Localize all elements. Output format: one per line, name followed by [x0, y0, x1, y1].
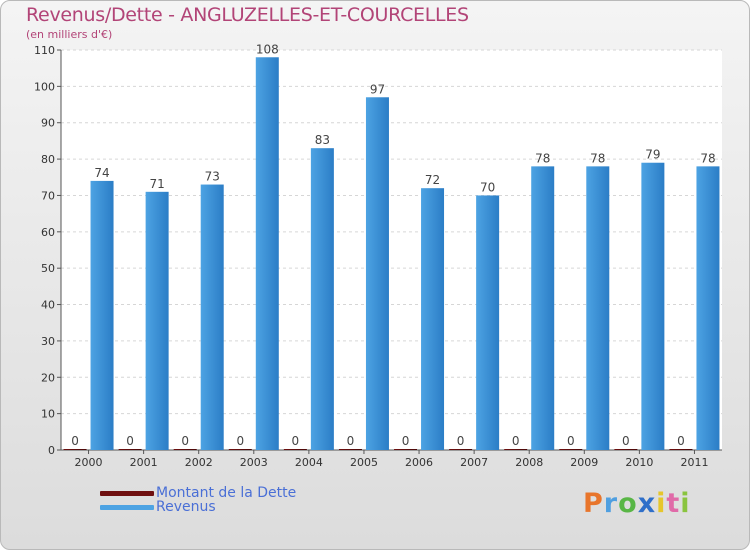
data-label-dette: 0: [347, 434, 355, 448]
x-tick-label: 2002: [185, 456, 213, 469]
x-tick-label: 2006: [405, 456, 433, 469]
logo-letter: o: [618, 488, 638, 519]
data-label-revenus: 97: [370, 82, 385, 96]
data-label-revenus: 70: [480, 180, 495, 194]
x-tick-label: 2008: [515, 456, 543, 469]
data-label-revenus: 73: [205, 170, 220, 184]
x-tick-label: 2007: [460, 456, 488, 469]
chart-title: Revenus/Dette - ANGLUZELLES-ET-COURCELLE…: [26, 4, 469, 26]
data-label-dette: 0: [292, 434, 300, 448]
proxiti-logo: Proxiti: [583, 488, 691, 519]
bar-dette: [118, 449, 142, 450]
data-label-dette: 0: [622, 434, 630, 448]
data-label-dette: 0: [677, 434, 685, 448]
data-label-revenus: 108: [256, 42, 279, 56]
y-tick-label: 80: [41, 153, 55, 166]
bar-revenus: [310, 148, 334, 450]
data-label-revenus: 72: [425, 173, 440, 187]
bar-revenus: [200, 184, 224, 450]
legend-swatch-revenus: [100, 504, 154, 510]
x-tick-label: 2011: [680, 456, 708, 469]
data-label-dette: 0: [512, 434, 520, 448]
legend-swatch-dette: [100, 490, 154, 496]
y-tick-label: 10: [41, 408, 55, 421]
y-tick-label: 90: [41, 117, 55, 130]
bar-dette: [338, 449, 362, 450]
chart-subtitle: (en milliers d'€): [26, 28, 113, 41]
x-tick-label: 2009: [570, 456, 598, 469]
logo-letter: t: [666, 488, 681, 519]
y-tick-label: 40: [41, 299, 55, 312]
logo-letter: P: [583, 488, 604, 519]
x-tick-label: 2001: [130, 456, 158, 469]
data-label-revenus: 78: [700, 151, 715, 165]
logo-letter: i: [656, 488, 667, 519]
y-tick-label: 50: [41, 262, 55, 275]
bar-revenus: [696, 166, 720, 450]
bar-revenus: [586, 166, 610, 450]
legend: Montant de la Dette Revenus: [100, 486, 296, 514]
y-tick-label: 30: [41, 335, 55, 348]
x-tick-label: 2000: [75, 456, 103, 469]
y-tick-label: 110: [34, 44, 55, 57]
logo-letter: i: [680, 488, 691, 519]
data-label-revenus: 78: [535, 151, 550, 165]
bar-dette: [669, 449, 693, 450]
legend-item-dette: Montant de la Dette: [100, 486, 296, 500]
data-label-revenus: 83: [315, 133, 330, 147]
y-tick-label: 100: [34, 80, 55, 93]
bar-revenus: [255, 57, 279, 450]
x-tick-label: 2010: [625, 456, 653, 469]
logo-letter: x: [637, 488, 657, 519]
data-label-revenus: 78: [590, 151, 605, 165]
bar-revenus: [145, 191, 169, 450]
bar-revenus: [421, 188, 445, 450]
bar-revenus: [365, 97, 389, 450]
bar-revenus: [90, 180, 114, 450]
data-label-revenus: 74: [94, 166, 109, 180]
y-tick-label: 20: [41, 371, 55, 384]
logo-letter: r: [603, 488, 619, 519]
y-tick-label: 0: [48, 444, 55, 457]
bar-dette: [504, 449, 528, 450]
bar-dette: [63, 449, 87, 450]
bar-dette: [449, 449, 473, 450]
bar-revenus: [476, 195, 500, 450]
y-tick-label: 70: [41, 189, 55, 202]
legend-label-revenus: Revenus: [156, 499, 216, 515]
plot-area: [61, 50, 722, 450]
data-label-dette: 0: [181, 434, 189, 448]
data-label-dette: 0: [71, 434, 79, 448]
bar-dette: [173, 449, 197, 450]
data-label-dette: 0: [236, 434, 244, 448]
data-label-dette: 0: [402, 434, 410, 448]
x-tick-label: 2005: [350, 456, 378, 469]
bar-dette: [283, 449, 307, 450]
data-label-revenus: 79: [645, 148, 660, 162]
x-tick-label: 2003: [240, 456, 268, 469]
bar-dette: [614, 449, 638, 450]
legend-label-dette: Montant de la Dette: [156, 485, 297, 501]
data-label-dette: 0: [567, 434, 575, 448]
x-tick-label: 2004: [295, 456, 323, 469]
bar-revenus: [641, 162, 665, 450]
legend-item-revenus: Revenus: [100, 500, 296, 514]
bar-revenus: [531, 166, 555, 450]
y-tick-label: 60: [41, 226, 55, 239]
data-label-dette: 0: [126, 434, 134, 448]
bar-dette: [559, 449, 583, 450]
bar-dette: [228, 449, 252, 450]
bar-dette: [394, 449, 418, 450]
data-label-revenus: 71: [149, 177, 164, 191]
data-label-dette: 0: [457, 434, 465, 448]
